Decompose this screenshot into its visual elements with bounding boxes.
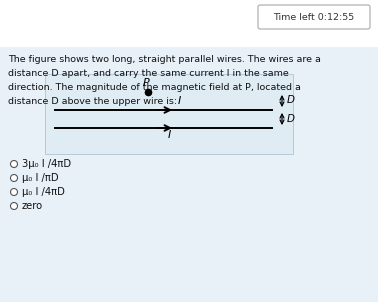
Text: zero: zero [22,201,43,211]
Bar [0,47,378,302]
Text: distance D above the upper wire is:: distance D above the upper wire is: [8,97,177,106]
Text: distance D apart, and carry the same current I in the same: distance D apart, and carry the same cur… [8,69,289,78]
Bar [0,0,378,52]
Text: The figure shows two long, straight parallel wires. The wires are a: The figure shows two long, straight para… [8,55,321,64]
Circle shape [11,203,17,210]
Bar [45,74,293,154]
Text: μ₀ I /πD: μ₀ I /πD [22,173,59,183]
Text: I: I [168,130,171,140]
Circle shape [11,188,17,195]
Circle shape [11,175,17,182]
Text: D: D [287,95,295,105]
Text: P: P [143,78,149,88]
Text: Time left 0:12:55: Time left 0:12:55 [273,12,355,21]
FancyBboxPatch shape [258,5,370,29]
Text: 3μ₀ I /4πD: 3μ₀ I /4πD [22,159,71,169]
Text: μ₀ I /4πD: μ₀ I /4πD [22,187,65,197]
Text: I: I [178,96,181,106]
Text: D: D [287,114,295,124]
Circle shape [11,160,17,168]
Text: direction. The magnitude of the magnetic field at P, located a: direction. The magnitude of the magnetic… [8,83,301,92]
